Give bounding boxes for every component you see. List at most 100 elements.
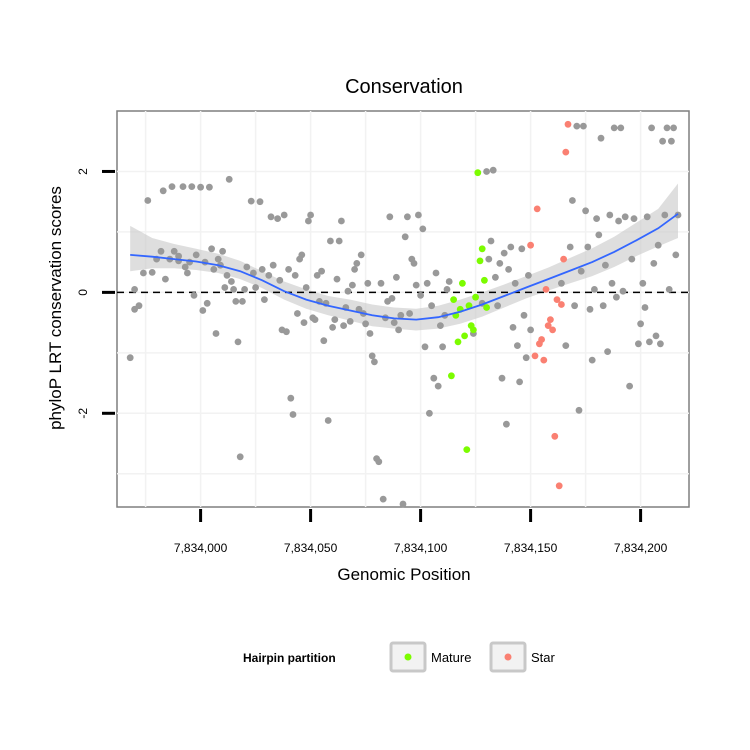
data-point-other (582, 207, 589, 215)
data-point-other (525, 272, 532, 279)
x-axis: 7,834,000 7,834,050 7,834,100 7,834,150 7,83… (174, 509, 668, 555)
data-point-other (571, 302, 578, 310)
data-point-other (212, 330, 220, 337)
data-point-other (274, 215, 281, 223)
data-point-other (492, 273, 499, 281)
data-point-other (355, 305, 363, 313)
data-point-other (584, 243, 592, 251)
data-point-other (349, 281, 356, 289)
data-point-other (637, 320, 644, 328)
data-point-star (533, 205, 541, 213)
data-point-other (602, 261, 609, 269)
data-point-other (168, 183, 176, 191)
data-point-other (247, 197, 255, 205)
data-point-mature (472, 293, 479, 301)
data-point-other (287, 394, 295, 402)
data-point-other (377, 279, 385, 287)
data-point-other (617, 124, 625, 132)
data-point-other (357, 251, 365, 259)
data-point-other (243, 263, 251, 271)
data-point-other (628, 255, 636, 263)
data-point-other (188, 183, 196, 191)
data-point-mature (459, 279, 466, 287)
data-point-star (531, 352, 539, 360)
y-tick-label: -2 (76, 408, 90, 419)
data-point-other (135, 302, 143, 310)
data-point-other (566, 243, 574, 251)
data-point-other (267, 213, 275, 221)
data-point-other (661, 211, 669, 219)
data-point-other (575, 406, 583, 414)
data-point-other (225, 175, 233, 183)
data-point-other (197, 183, 205, 191)
data-point-other (496, 260, 504, 267)
data-point-other (181, 263, 189, 271)
data-point-other (652, 332, 660, 340)
x-axis-label: Genomic Position (337, 565, 470, 584)
data-point-other (619, 287, 627, 295)
data-point-other (219, 247, 227, 255)
data-point-other (285, 266, 292, 273)
data-point-star (562, 148, 570, 156)
data-point-other (586, 305, 594, 313)
data-point-star (527, 241, 534, 249)
data-point-other (302, 284, 310, 291)
data-point-other (443, 286, 451, 293)
data-point-other (228, 278, 235, 285)
data-point-other (329, 324, 336, 331)
data-point-other (663, 124, 671, 132)
data-point-other (395, 326, 402, 334)
data-point-other (674, 211, 682, 219)
data-point-other (269, 261, 277, 269)
smooth-trend-line (130, 213, 679, 321)
data-point-other (298, 251, 306, 259)
data-point-other (351, 266, 358, 273)
data-point-other (507, 243, 515, 251)
legend-item-mature: Mature (389, 641, 471, 673)
legend-dot-mature (404, 653, 412, 661)
data-point-other (230, 286, 238, 293)
data-point-other (514, 342, 521, 349)
data-point-other (289, 411, 297, 418)
data-point-other (595, 231, 603, 239)
legend-title: Hairpin partition (243, 651, 336, 665)
data-point-other (423, 279, 431, 287)
data-point-other (588, 356, 596, 364)
data-point-other (410, 260, 418, 267)
data-point-other (412, 281, 420, 289)
data-point-other (179, 183, 187, 191)
data-point-other (170, 247, 178, 255)
data-point-other (591, 286, 598, 293)
data-point-mature (476, 257, 484, 265)
data-point-star (542, 286, 550, 293)
data-point-other (192, 251, 200, 259)
data-point-other (494, 302, 501, 310)
y-tick-label: 2 (76, 168, 90, 175)
data-point-other (140, 269, 147, 277)
data-point-star (564, 120, 572, 128)
data-point-other (261, 296, 268, 303)
legend-label-mature: Mature (431, 650, 471, 665)
data-point-other (630, 215, 638, 223)
data-point-other (276, 276, 284, 284)
data-point-mature (450, 296, 457, 303)
data-point-other (445, 278, 453, 285)
data-point-other (203, 299, 211, 307)
data-point-mature (483, 304, 490, 311)
data-point-other (331, 316, 339, 323)
data-point-mature (481, 276, 488, 284)
data-point-other (527, 326, 534, 334)
data-point-other (426, 409, 433, 417)
data-point-other (386, 213, 394, 221)
data-point-other (668, 137, 675, 145)
data-point-star (558, 301, 565, 308)
data-point-other (252, 284, 259, 291)
data-point-other (175, 252, 183, 260)
data-point-other (615, 217, 622, 225)
data-point-other (665, 286, 673, 293)
data-point-other (390, 319, 398, 326)
data-point-other (318, 267, 325, 275)
data-point-other (516, 378, 523, 386)
data-point-other (417, 292, 424, 299)
data-point-other (208, 245, 216, 253)
